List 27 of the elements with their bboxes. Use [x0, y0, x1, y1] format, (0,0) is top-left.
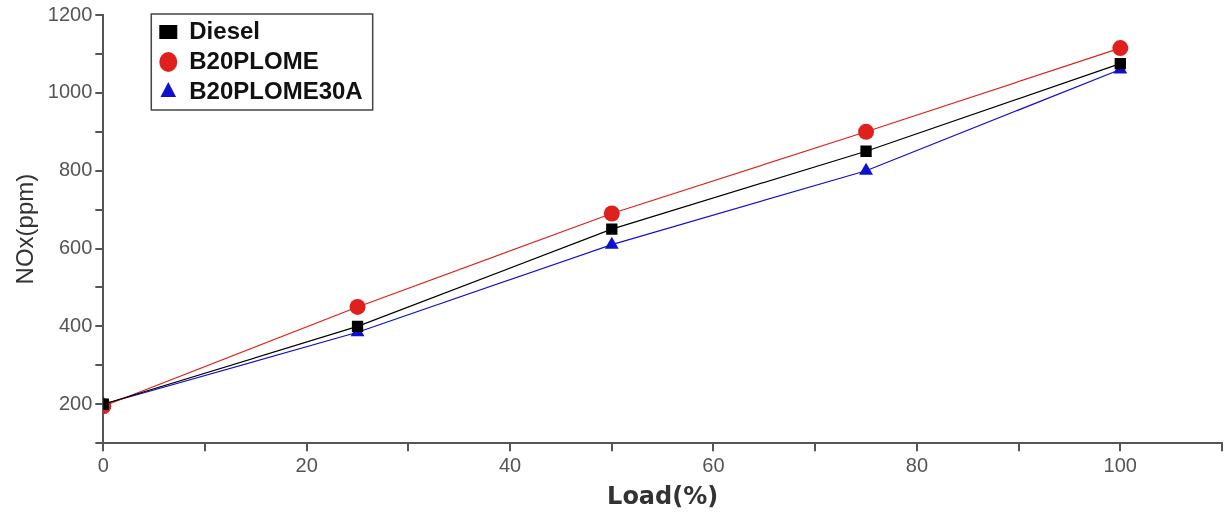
point [351, 320, 364, 333]
x-tick-label: 100 [1103, 453, 1137, 476]
point [1114, 58, 1126, 70]
point [606, 223, 618, 235]
legend-label: B20PLOME30A [189, 76, 363, 104]
legend-label: Diesel [189, 16, 261, 44]
y-axis-title: NOx(ppm) [11, 173, 39, 285]
y-tick-label: 600 [58, 236, 93, 259]
point [1112, 40, 1129, 57]
x-tick-label: 60 [702, 453, 725, 476]
x-tick-label: 20 [295, 453, 318, 476]
x-axis-title: Load(%) [607, 481, 719, 510]
y-tick-label: 800 [58, 158, 93, 181]
point [858, 123, 875, 140]
x-tick-label: 80 [905, 453, 929, 476]
point [349, 298, 366, 315]
point [859, 162, 873, 175]
point [604, 236, 619, 249]
point [860, 145, 872, 157]
y-tick-label: 1000 [47, 80, 93, 103]
x-tick-label: 40 [498, 453, 522, 476]
x-tick-label: 0 [97, 453, 109, 476]
point [603, 205, 620, 222]
y-tick-label: 1200 [47, 2, 93, 25]
y-tick-label: 400 [58, 313, 93, 336]
legend-label: B20PLOME [189, 46, 319, 74]
y-tick-label: 200 [58, 391, 93, 414]
